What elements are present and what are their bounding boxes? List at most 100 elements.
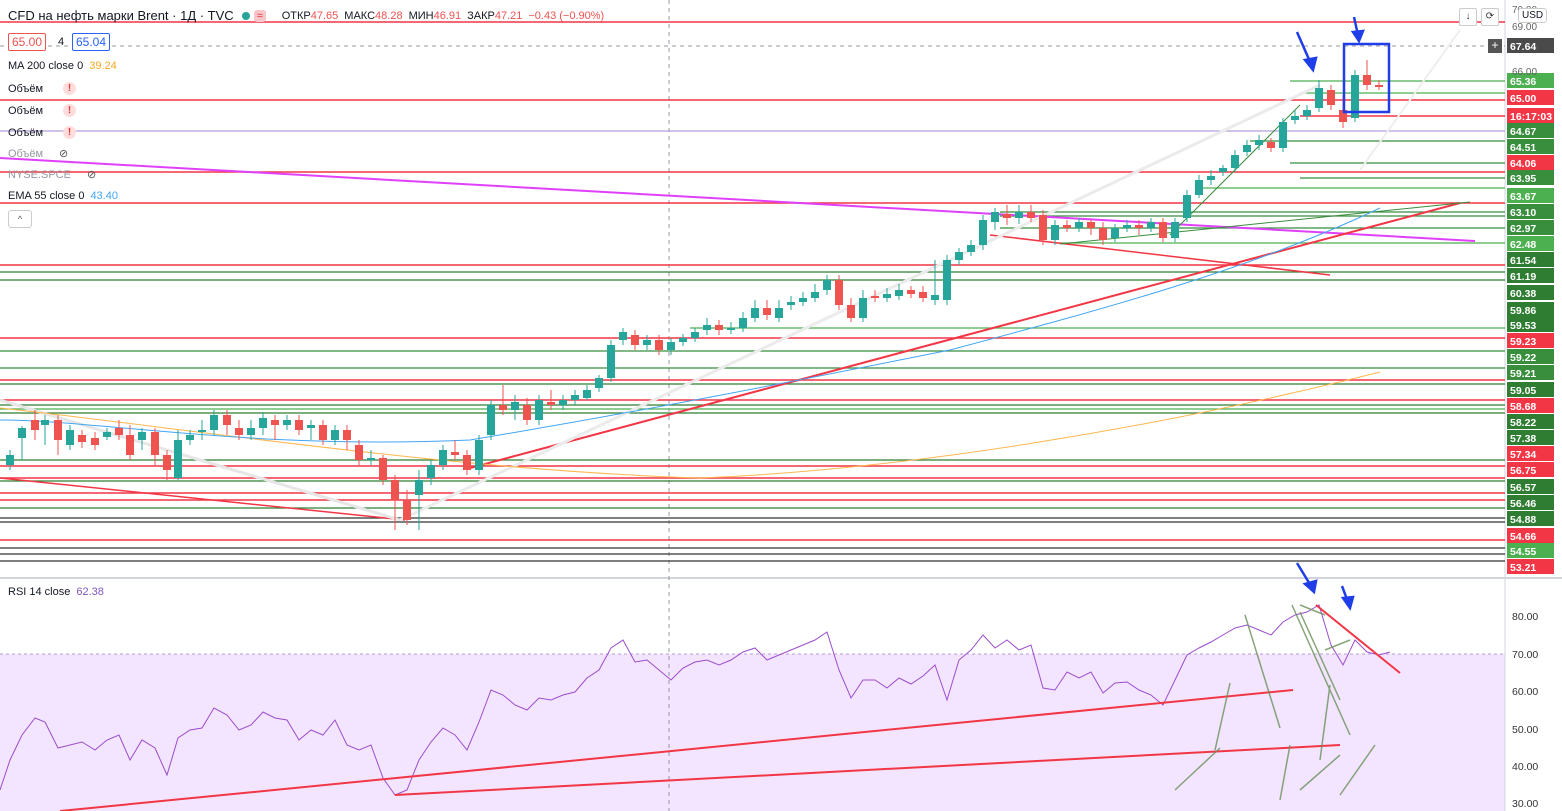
rsi-axis-tick: 80.00 [1512, 611, 1538, 623]
rsi-band [0, 654, 1505, 811]
warning-icon[interactable]: ! [63, 126, 77, 139]
highlight-box [1342, 42, 1391, 114]
candle-body [763, 308, 771, 315]
price-tag-label: 64.67 [1510, 126, 1536, 138]
candle-body [223, 415, 231, 425]
sell-price-button[interactable]: 65.00 [8, 33, 47, 51]
price-tag-label: 54.55 [1510, 546, 1536, 558]
candle-body [1015, 212, 1023, 218]
candle-body [1327, 90, 1335, 105]
market-open-icon [241, 11, 250, 20]
volume-legend-1[interactable]: Объём! [8, 82, 77, 95]
price-tag [1507, 414, 1554, 429]
grey-trend-line-2 [1359, 29, 1461, 171]
ma200-legend[interactable]: MA 200 close 0 39.24 [8, 60, 117, 72]
price-tag-label: 56.57 [1510, 482, 1536, 494]
rsi-pane [0, 604, 1401, 811]
volume-legend-3[interactable]: Объём! [8, 126, 77, 139]
candle-body [775, 308, 783, 318]
price-tag [1507, 139, 1554, 154]
price-tag-label: 65.36 [1510, 76, 1536, 88]
rsi-red-line-3 [1315, 604, 1401, 674]
candle-body [547, 402, 555, 405]
candle-body [210, 415, 218, 430]
symbol-title[interactable]: CFD на нефть марки Brent · 1Д · TVC [8, 8, 234, 23]
top-axis-tick: 69.00 [1512, 22, 1537, 33]
rsi-red-line-2 [394, 744, 1341, 796]
price-tag [1507, 73, 1554, 88]
price-tag-label: 59.23 [1510, 336, 1536, 348]
rsi-axis-tick: 40.00 [1512, 761, 1538, 773]
candle-body [955, 252, 963, 260]
green-diagonal-2 [1059, 201, 1471, 245]
candle-body [18, 428, 26, 438]
candle-body [66, 430, 74, 445]
candle-body [1255, 140, 1263, 145]
candle-body [163, 455, 171, 470]
scroll-down-button[interactable]: ↓ [1459, 8, 1477, 26]
candle-body [1159, 222, 1167, 238]
candle-body [247, 428, 255, 435]
candle-body [631, 335, 639, 345]
candle-body [1231, 155, 1239, 168]
eye-off-icon[interactable]: ⊘ [59, 148, 69, 160]
candle-body [1207, 176, 1215, 180]
add-level-icon[interactable]: + [1488, 39, 1502, 53]
ema55-legend[interactable]: EMA 55 close 0 43.40 [8, 190, 118, 202]
warning-icon[interactable]: ! [63, 104, 77, 117]
rsi-axis-tick: 60.00 [1512, 686, 1538, 698]
rsi-axis-tick: 70.00 [1512, 649, 1538, 661]
wave-icon[interactable]: ≈ [253, 9, 266, 22]
candle-body [691, 332, 699, 338]
candle-body [727, 328, 735, 330]
collapse-legend-button[interactable]: ^ [8, 210, 32, 228]
price-tag-label: 57.38 [1510, 433, 1536, 445]
candle-body [799, 298, 807, 302]
candle-body [451, 452, 459, 455]
price-tag [1507, 123, 1554, 138]
price-axis[interactable]: 67.64 65.36 65.00 16:17:03 64.67 64.51 64.06 63… [1507, 38, 1554, 574]
candle-body [679, 338, 687, 342]
candle-body [871, 296, 879, 298]
candle-body [895, 290, 903, 296]
price-tag-label: 62.97 [1510, 223, 1536, 235]
candle-body [115, 428, 123, 435]
volume-legend-2[interactable]: Объём! [8, 104, 77, 117]
ohlc-low: МИН46.91 [408, 9, 462, 22]
candle-body [235, 428, 243, 435]
candle-body [1039, 215, 1047, 240]
candle-body [1243, 145, 1251, 152]
price-tag [1507, 285, 1554, 300]
candle-body [1075, 222, 1083, 228]
warning-icon[interactable]: ! [63, 82, 77, 95]
candle-body [1063, 225, 1071, 228]
currency-button[interactable]: USD [1518, 8, 1548, 23]
price-tag-label: 61.19 [1510, 271, 1536, 283]
candle-body [655, 340, 663, 350]
ema55-line [0, 207, 1381, 443]
reset-button[interactable]: ⟳ [1481, 8, 1499, 26]
nyse-legend[interactable]: NYSE:SPCE ⊘ [8, 168, 97, 182]
blue-arrows [1295, 16, 1365, 611]
candle-body [1087, 222, 1095, 228]
candle-body [991, 212, 999, 222]
price-tag [1507, 333, 1554, 348]
candle-body [391, 480, 399, 500]
rsi-axis-tick: 30.00 [1512, 798, 1538, 810]
rsi-legend[interactable]: RSI 14 close 62.38 [8, 586, 104, 598]
eye-off-icon[interactable]: ⊘ [86, 169, 97, 181]
candle-body [271, 420, 279, 425]
candle-body [943, 260, 951, 300]
price-tag-label: 63.10 [1510, 207, 1536, 219]
candle-body [283, 420, 291, 425]
candle-body [1303, 110, 1311, 116]
candle-body [907, 290, 915, 294]
ohlc-open: ОТКР47.65 [281, 9, 339, 22]
volume-legend-4[interactable]: Объём ⊘ [8, 147, 69, 161]
candle-body [1195, 180, 1203, 195]
candle-body [1111, 228, 1119, 238]
buy-price-button[interactable]: 65.04 [72, 33, 111, 51]
price-tag-label: 59.86 [1510, 305, 1536, 317]
candle-body [1051, 225, 1059, 240]
